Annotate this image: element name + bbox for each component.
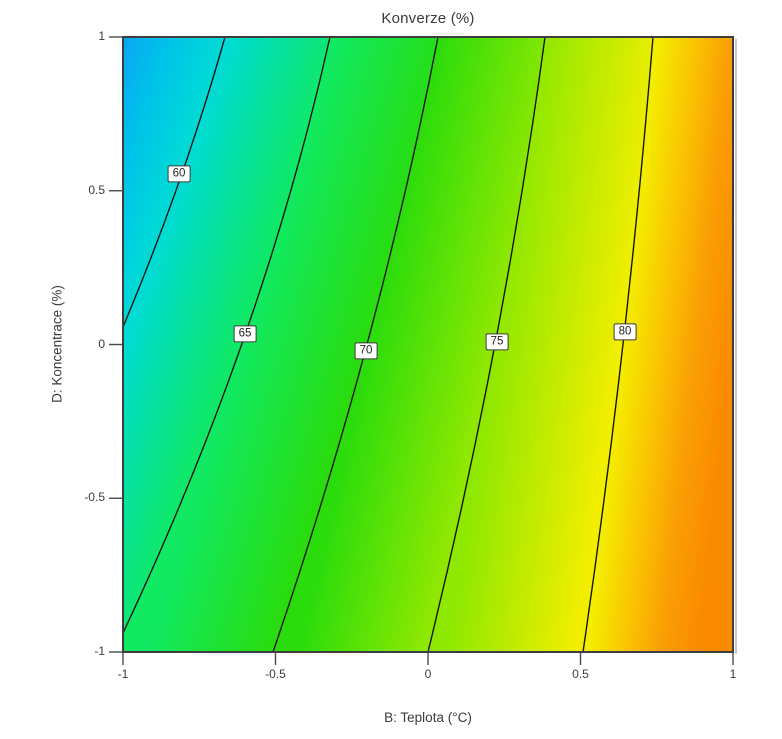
contour-label-80: 80	[613, 323, 637, 341]
gradient-background	[123, 37, 733, 652]
contour-label-75: 75	[485, 333, 509, 351]
y-tick-label: -1	[94, 644, 105, 658]
x-tick-label: -1	[117, 667, 129, 681]
contour-label-60: 60	[167, 165, 191, 183]
y-tick-label: 1	[98, 29, 105, 43]
y-tick-label: 0	[98, 336, 105, 351]
band-75-80	[428, 37, 653, 652]
contour-label-65: 65	[233, 325, 257, 343]
x-axis-title: B: Teplota (°C)	[384, 710, 472, 725]
x-tick-label: 0	[424, 667, 432, 681]
band-70-75	[273, 37, 545, 652]
axis-ticks	[109, 36, 734, 665]
band-above-80	[583, 37, 733, 652]
contour-line-80	[582, 37, 654, 652]
x-tick-label: 0.5	[572, 667, 589, 681]
chart-title: Konverze (%)	[381, 10, 475, 27]
x-tick-label: 1	[729, 667, 737, 681]
y-tick-label: 0.5	[88, 182, 105, 197]
x-tick-label: -0.5	[265, 667, 286, 681]
band-60-65	[123, 37, 330, 633]
y-tick-label: -0.5	[84, 490, 105, 505]
contour-label-70: 70	[354, 342, 378, 360]
band-65-70	[123, 37, 438, 652]
y-axis-title: D: Koncentrace (%)	[49, 285, 65, 403]
